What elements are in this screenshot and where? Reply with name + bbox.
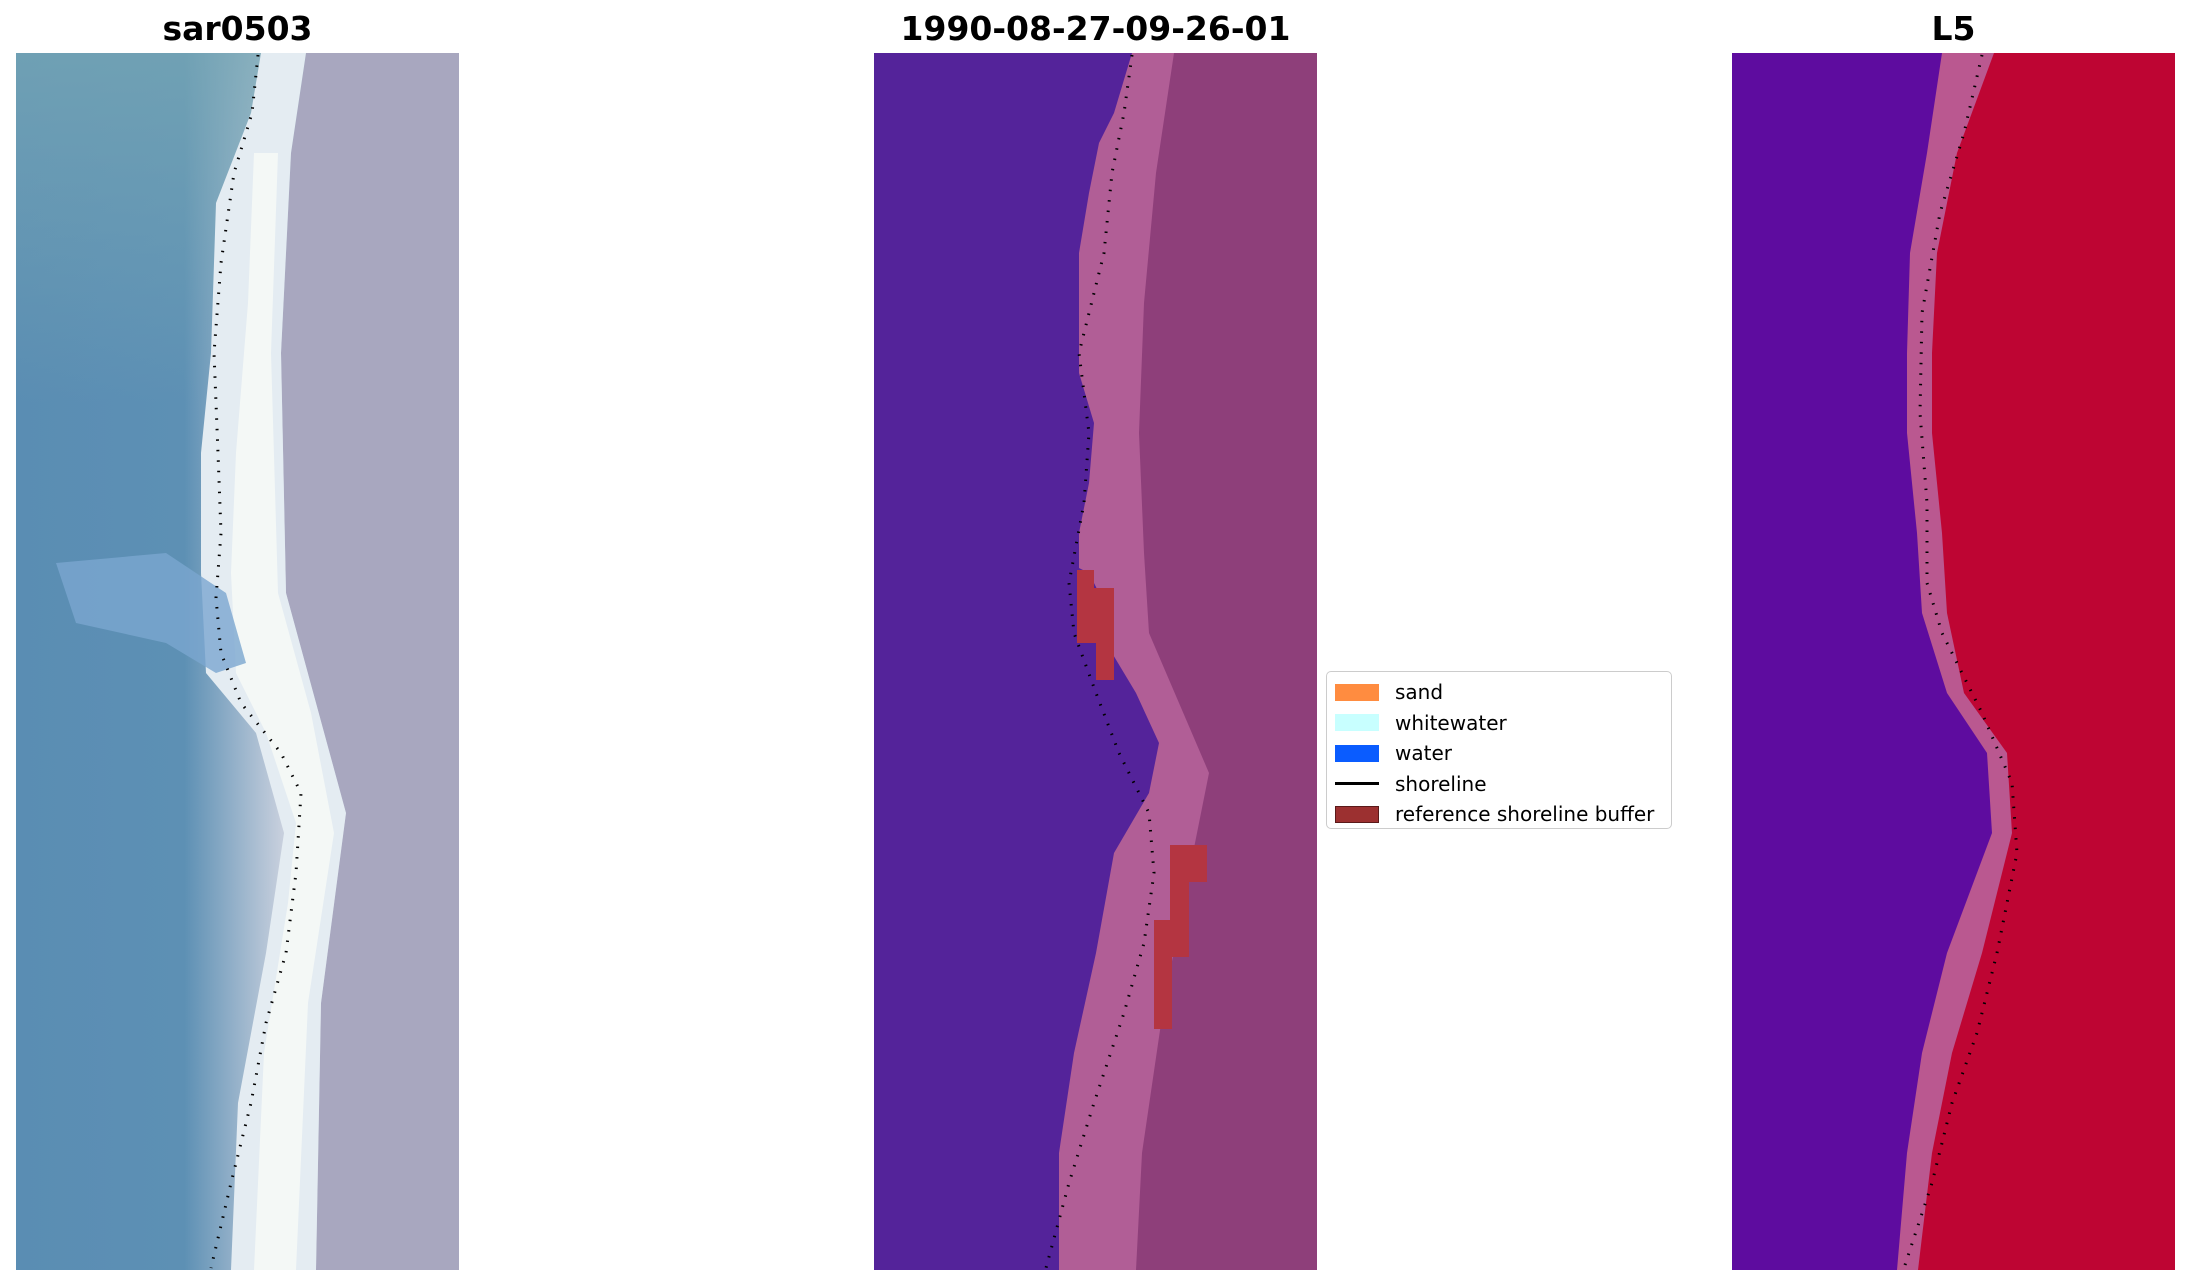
rgb-land	[281, 53, 459, 1270]
classified-image-svg	[874, 53, 1317, 1270]
rgb-image-svg	[16, 53, 459, 1270]
rgb-satellite-image	[16, 53, 459, 1270]
legend: sand whitewater water shoreline referenc…	[1326, 671, 1672, 829]
mndwi-image-svg	[1732, 53, 2175, 1270]
water-swatch-icon	[1335, 744, 1379, 762]
mndwi-image	[1732, 53, 2175, 1270]
shoreline-line-icon	[1335, 775, 1379, 792]
legend-item-reference-buffer: reference shoreline buffer	[1335, 799, 1663, 830]
buffer-swatch-icon	[1335, 805, 1379, 823]
legend-item-sand: sand	[1335, 677, 1663, 708]
legend-item-whitewater: whitewater	[1335, 708, 1663, 739]
legend-label: whitewater	[1395, 710, 1507, 735]
mndwi-land	[1918, 53, 2175, 1270]
legend-label: sand	[1395, 680, 1444, 705]
legend-item-shoreline: shoreline	[1335, 769, 1663, 800]
legend-item-water: water	[1335, 738, 1663, 769]
class-buffer	[1077, 570, 1114, 680]
class-buffer	[1154, 845, 1207, 1029]
classified-image	[874, 53, 1317, 1270]
whitewater-swatch-icon	[1335, 714, 1379, 732]
panel-title-classification: 1990-08-27-09-26-01	[900, 9, 1291, 48]
legend-label: shoreline	[1395, 771, 1487, 796]
rgb-rip-plume	[56, 553, 246, 673]
panel-title-mndwi: L5	[1931, 9, 1976, 48]
sand-swatch-icon	[1335, 683, 1379, 701]
panel-title-rgb: sar0503	[162, 9, 313, 48]
rgb-whitewater-core	[231, 153, 334, 1270]
legend-label: reference shoreline buffer	[1395, 802, 1655, 827]
class-inland	[1136, 53, 1317, 1270]
legend-label: water	[1395, 741, 1452, 766]
